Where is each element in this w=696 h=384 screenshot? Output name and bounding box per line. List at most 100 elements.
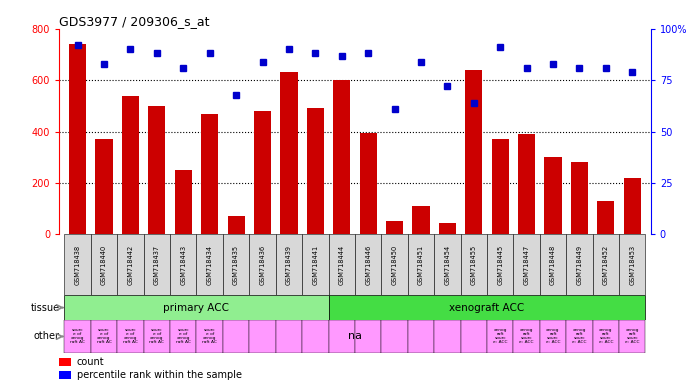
Bar [95,139,113,234]
Text: GSM718435: GSM718435 [233,245,239,285]
Bar [329,234,355,295]
Bar [117,320,143,353]
Bar [59,358,71,366]
Bar [540,320,567,353]
Bar [91,320,117,353]
Text: GSM718441: GSM718441 [313,245,318,285]
Bar [91,234,117,295]
Bar [302,320,329,353]
Text: tissue: tissue [31,303,59,313]
Bar [228,216,245,234]
Bar [465,70,482,234]
Text: GSM718445: GSM718445 [497,245,503,285]
Bar [540,234,567,295]
Text: xenog
raft
sourc
e: ACC: xenog raft sourc e: ACC [493,328,507,344]
Text: GSM718451: GSM718451 [418,245,424,285]
Bar [597,201,615,234]
Bar [122,96,139,234]
Bar [438,223,456,234]
Bar [571,162,588,234]
Bar [624,178,641,234]
Bar [619,320,645,353]
Bar [329,320,355,353]
Text: xenog
raft
sourc
e: ACC: xenog raft sourc e: ACC [599,328,613,344]
Bar [175,170,192,234]
Text: xenograft ACC: xenograft ACC [450,303,525,313]
Text: sourc
e of
xenog
raft AC: sourc e of xenog raft AC [70,328,85,344]
Bar [514,234,540,295]
Bar [408,320,434,353]
Text: GSM718438: GSM718438 [74,245,81,285]
Bar [196,320,223,353]
Text: GSM718434: GSM718434 [207,245,213,285]
Text: GSM718447: GSM718447 [523,245,530,285]
Bar [143,320,170,353]
Text: GSM718453: GSM718453 [629,245,635,285]
Text: GSM718450: GSM718450 [392,245,397,285]
Text: sourc
e of
xenog
raft AC: sourc e of xenog raft AC [123,328,138,344]
Text: GSM718442: GSM718442 [127,245,134,285]
Bar [329,295,645,320]
Bar [593,320,619,353]
Bar [201,114,219,234]
Bar [381,320,408,353]
Bar [355,320,381,353]
Text: GSM718436: GSM718436 [260,245,265,285]
Text: GSM718437: GSM718437 [154,245,160,285]
Bar [170,320,196,353]
Bar [223,234,249,295]
Text: other: other [33,331,59,341]
Bar [143,234,170,295]
Text: GSM718446: GSM718446 [365,245,371,285]
Bar [170,234,196,295]
Bar [249,320,276,353]
Bar [386,222,403,234]
Text: xenog
raft
sourc
e: ACC: xenog raft sourc e: ACC [519,328,534,344]
Bar [302,234,329,295]
Text: sourc
e of
xenog
raft AC: sourc e of xenog raft AC [203,328,217,344]
Bar [276,320,302,353]
Bar [413,206,429,234]
Text: GSM718448: GSM718448 [550,245,556,285]
Bar [65,234,91,295]
Text: xenog
raft
sourc
e: ACC: xenog raft sourc e: ACC [546,328,560,344]
Bar [619,234,645,295]
Text: percentile rank within the sample: percentile rank within the sample [77,370,242,380]
Bar [461,234,487,295]
Text: GSM718444: GSM718444 [339,245,345,285]
Bar [196,234,223,295]
Bar [65,320,91,353]
Bar [461,320,487,353]
Bar [487,234,514,295]
Bar [276,234,302,295]
Bar [381,234,408,295]
Bar [307,108,324,234]
Text: xenog
raft
sourc
e: ACC: xenog raft sourc e: ACC [625,328,640,344]
Text: primary ACC: primary ACC [164,303,230,313]
Bar [69,44,86,234]
Bar [333,80,350,234]
Bar [408,234,434,295]
Bar [360,133,377,234]
Text: GSM718449: GSM718449 [576,245,583,285]
Text: GSM718454: GSM718454 [445,245,450,285]
Bar [223,320,249,353]
Text: GSM718440: GSM718440 [101,245,107,285]
Bar [280,73,297,234]
Text: GSM718452: GSM718452 [603,245,609,285]
Text: sourc
e of
xenog
raft AC: sourc e of xenog raft AC [97,328,111,344]
Text: sourc
e of
xenog
raft AC: sourc e of xenog raft AC [176,328,191,344]
Text: count: count [77,357,104,367]
Bar [254,111,271,234]
Bar [593,234,619,295]
Text: GDS3977 / 209306_s_at: GDS3977 / 209306_s_at [59,15,209,28]
Text: GSM718455: GSM718455 [470,245,477,285]
Bar [518,134,535,234]
Bar [487,320,514,353]
Bar [567,320,593,353]
Bar [117,234,143,295]
Text: xenog
raft
sourc
e: ACC: xenog raft sourc e: ACC [572,328,587,344]
Bar [544,157,562,234]
Bar [355,234,381,295]
Bar [514,320,540,353]
